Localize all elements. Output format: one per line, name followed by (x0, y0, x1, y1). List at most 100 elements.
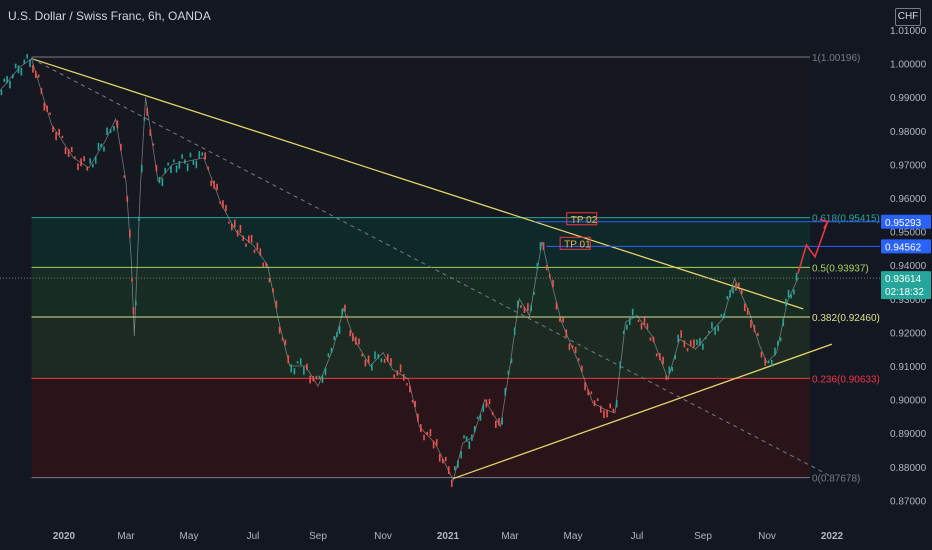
candle (210, 180, 212, 187)
candle (321, 375, 324, 383)
candle (40, 88, 43, 94)
candle (233, 219, 236, 228)
candle (723, 312, 726, 319)
candle (236, 230, 239, 237)
candle (491, 411, 494, 416)
candle (411, 400, 414, 403)
candle (753, 325, 756, 333)
price-tag-countdown: 02:18:32 (885, 287, 924, 298)
candle (83, 156, 85, 162)
candle (92, 163, 94, 168)
price-tag-value: 0.93614 (885, 274, 922, 285)
candle (655, 353, 658, 357)
candle (390, 358, 392, 366)
fib-band (31, 217, 811, 268)
candle (795, 272, 798, 281)
ascending-support-trendline (453, 343, 833, 480)
candle (9, 80, 11, 89)
candle (612, 408, 615, 413)
y-tick-label: 0.99000 (890, 93, 927, 104)
candle (634, 315, 637, 318)
candle (26, 54, 28, 59)
candle (741, 289, 743, 294)
candle (198, 151, 201, 159)
candle (471, 434, 473, 441)
candle (242, 235, 245, 241)
candle (109, 129, 112, 134)
y-tick-label: 0.92000 (890, 328, 927, 339)
candle (74, 156, 76, 159)
candle (504, 387, 507, 396)
candle (349, 330, 352, 337)
candle (262, 262, 265, 267)
fib-level-label: 0(0.87678) (812, 474, 860, 485)
candle (482, 404, 485, 413)
candle (116, 120, 119, 129)
candle (485, 399, 488, 408)
candle (94, 156, 97, 164)
currency-button[interactable]: CHF (895, 8, 921, 26)
candle (12, 74, 14, 79)
price-tag-value: 0.94562 (885, 242, 922, 253)
candle (536, 262, 539, 270)
candle (213, 180, 215, 189)
price-line (0, 57, 799, 482)
x-tick-label: 2020 (53, 531, 76, 542)
candle (738, 282, 740, 287)
fib-level-label: 0.236(0.90633) (812, 374, 880, 385)
candle (596, 398, 599, 401)
candle (324, 367, 327, 376)
candle (61, 135, 64, 139)
y-tick-label: 0.98000 (890, 127, 927, 138)
candle (659, 353, 661, 361)
candle (275, 300, 278, 309)
candle (581, 365, 583, 372)
candle (488, 398, 491, 405)
candle (281, 337, 284, 341)
candle (457, 460, 459, 468)
candle (49, 112, 51, 115)
candle (626, 324, 628, 330)
candle (143, 117, 146, 121)
candle (207, 166, 209, 170)
price-tag (881, 271, 931, 300)
candle (132, 307, 135, 315)
fib-band (31, 57, 811, 218)
candle (37, 74, 40, 78)
candle (429, 429, 432, 437)
candle (152, 143, 155, 146)
candle (665, 375, 668, 380)
candle (652, 336, 655, 343)
candle (20, 67, 23, 76)
candle (336, 332, 338, 338)
candle (106, 127, 108, 135)
candle (364, 359, 367, 367)
candle (671, 366, 674, 372)
candle (399, 364, 402, 373)
candle (58, 128, 61, 136)
candle (677, 334, 679, 343)
candle (287, 355, 290, 364)
candle (55, 132, 57, 141)
y-tick-label: 0.90000 (890, 396, 927, 407)
candle (743, 303, 746, 312)
candle (312, 376, 315, 382)
candle (501, 417, 503, 425)
candle (603, 410, 605, 419)
candle (149, 129, 152, 136)
candle (367, 355, 370, 364)
candle (552, 279, 554, 288)
candle (510, 358, 513, 364)
candle (380, 358, 383, 363)
candle (468, 441, 471, 450)
candle (577, 358, 580, 361)
candle (463, 435, 465, 439)
candle (507, 370, 510, 375)
candle (250, 234, 253, 243)
candle (3, 78, 6, 82)
candle (268, 278, 271, 283)
candle (777, 340, 779, 347)
candle (228, 221, 230, 224)
candle (450, 479, 453, 487)
